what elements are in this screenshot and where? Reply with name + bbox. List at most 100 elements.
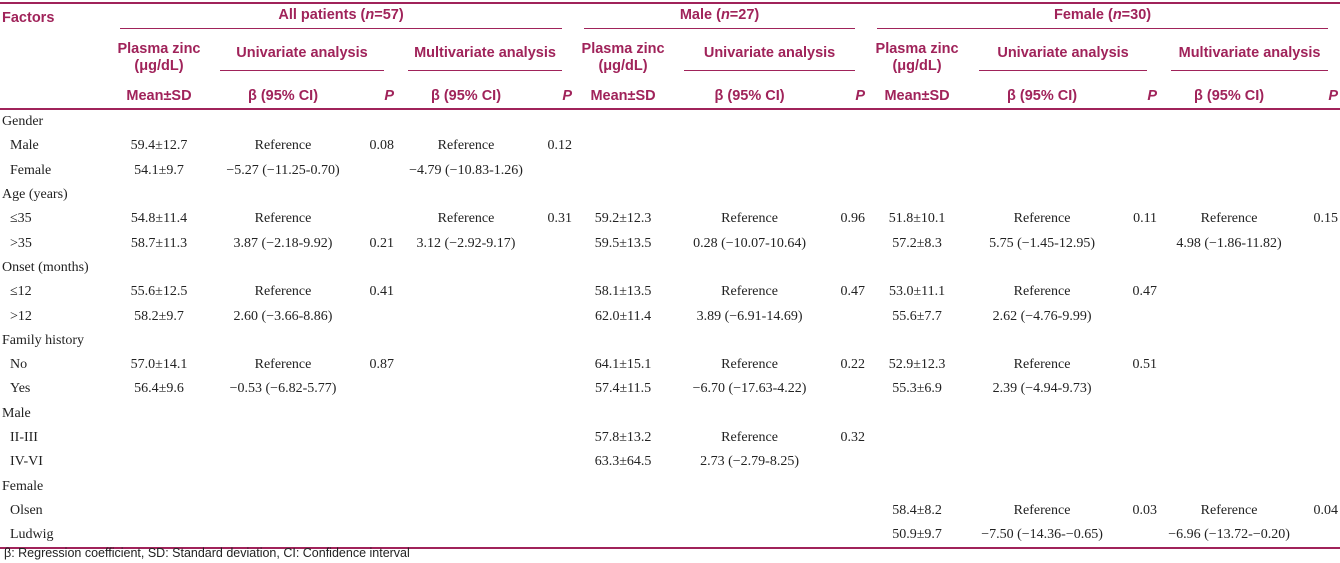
section-label: Onset (months) [2,259,89,275]
cell-all-multi [396,256,536,280]
section-label: Gender [2,114,44,130]
cell-all-mean: 58.7±11.3 [130,235,188,251]
cell-all-uni [208,183,358,207]
cell-f-multi [1159,134,1299,158]
cell-f-mean [867,134,967,158]
plasma-zinc-header: Plasma zinc (μg/dL) [117,41,201,74]
cell-m-mean [574,499,672,523]
multivariate-header: Multivariate analysis [396,32,574,84]
cell-f-uni [967,256,1117,280]
table-row: II-III 57.8±13.2 Reference 0.32 [0,426,1340,450]
cell-all-multi-p [536,329,574,353]
cell-f-multi [1159,183,1299,207]
cell-all-uni-p [358,159,396,183]
cell-f-uni-p [1117,474,1159,498]
cell-all-multi [396,280,536,304]
cell-f-uni-p [1117,426,1159,450]
category-label: Yes [10,381,31,397]
cell-f-uni [967,474,1117,498]
mean-sd-header: Mean±SD [126,87,192,104]
cell-m-uni: Reference [721,357,778,373]
cell-all-uni: −0.53 (−6.82-5.77) [229,381,337,397]
table-body: Gender Male 59.4±12.7 Reference 0.08 Referenc… [0,109,1340,550]
cell-f-mean: 53.0±11.1 [888,284,946,300]
category-label: Ludwig [0,523,110,550]
cell-all-mean: 55.6±12.5 [130,284,188,300]
cell-m-uni: 3.89 (−6.91-14.69) [696,308,803,324]
cell-f-multi-p [1299,377,1340,401]
cell-all-multi-p [536,183,574,207]
cell-all-uni-p: 0.21 [369,235,395,251]
table-row: Ludwig 50.9±9.7 −7.50 (−14.36-−0.65) −6.96 … [0,523,1340,550]
cell-f-multi [1159,426,1299,450]
table-row: IV-VI 63.3±64.5 2.73 (−2.79-8.25) [0,450,1340,474]
cell-f-mean [867,329,967,353]
table-row: Male 59.4±12.7 Reference 0.08 Reference 0.12 [0,134,1340,158]
cell-f-uni: 5.75 (−1.45-12.95) [989,235,1095,251]
cell-m-mean [574,256,672,280]
cell-m-uni [672,183,827,207]
cell-f-multi-p [1299,329,1340,353]
cell-all-multi [396,109,536,134]
cell-f-multi: −6.96 (−13.72-−0.20) [1159,523,1300,550]
section-row: Male [0,402,1340,426]
cell-all-uni [208,256,358,280]
cell-all-multi: 3.12 (−2.92-9.17) [416,235,516,251]
cell-f-mean [867,402,967,426]
cell-all-multi-p [536,159,574,183]
cell-f-multi [1159,377,1299,401]
cell-all-uni: Reference [254,357,312,373]
cell-m-uni-p [827,109,867,134]
cell-f-uni-p [1117,329,1159,353]
group-header-all: All patients (n=57) [110,3,574,32]
cell-m-mean [574,523,673,550]
p-header: P [1147,87,1158,104]
cell-m-uni [672,329,827,353]
cell-f-multi-p [1299,280,1340,304]
category-label: II-III [10,430,38,445]
cell-f-multi [1159,159,1299,183]
cell-f-uni-p [1117,450,1159,474]
cell-f-uni [967,402,1117,426]
cell-f-multi-p [1299,474,1340,498]
cell-all-multi-p [536,256,574,280]
cell-all-mean: 56.4±9.6 [134,381,184,397]
cell-f-uni [967,426,1117,450]
cell-f-uni [967,109,1117,134]
cell-m-mean: 57.8±13.2 [594,430,652,445]
cell-all-uni: Reference [254,284,312,300]
cell-f-mean [867,474,967,498]
p-header: P [562,87,573,104]
cell-m-uni: 0.28 (−10.07-10.64) [693,235,806,251]
cell-m-mean [574,159,672,183]
cell-m-uni: Reference [721,211,778,227]
cell-all-uni-p [358,450,396,474]
beta-ci-header: β (95% CI) [714,87,785,104]
plasma-zinc-header: Plasma zinc (μg/dL) [875,41,959,74]
cell-f-uni-p: 0.51 [1132,357,1158,373]
cell-f-uni-p [1117,159,1159,183]
cell-f-multi-p [1299,426,1340,450]
cell-all-multi-p [536,304,574,328]
cell-f-multi: 4.98 (−1.86-11.82) [1176,235,1282,251]
cell-all-multi [396,426,536,450]
cell-all-uni [208,474,358,498]
univariate-header: Univariate analysis [208,32,396,84]
factors-header: Factors [2,10,55,26]
plasma-zinc-header: Plasma zinc (μg/dL) [581,41,665,74]
cell-f-uni-p: 0.47 [1132,284,1158,300]
cell-m-uni-p [827,134,867,158]
beta-ci-header: β (95% CI) [1007,87,1078,104]
cell-f-uni [967,329,1117,353]
beta-ci-header: β (95% CI) [1194,87,1265,104]
cell-all-uni [208,402,358,426]
cell-all-uni-p [358,426,396,450]
cell-m-uni-p [827,304,867,328]
cell-f-uni-p [1117,231,1159,255]
cell-m-uni-p [827,402,867,426]
cell-all-uni: Reference [254,138,312,154]
cell-f-multi [1159,109,1299,134]
cell-all-mean: 54.1±9.7 [134,162,184,178]
cell-all-uni: 2.60 (−3.66-8.86) [233,308,333,324]
cell-f-multi: Reference [1200,211,1258,227]
